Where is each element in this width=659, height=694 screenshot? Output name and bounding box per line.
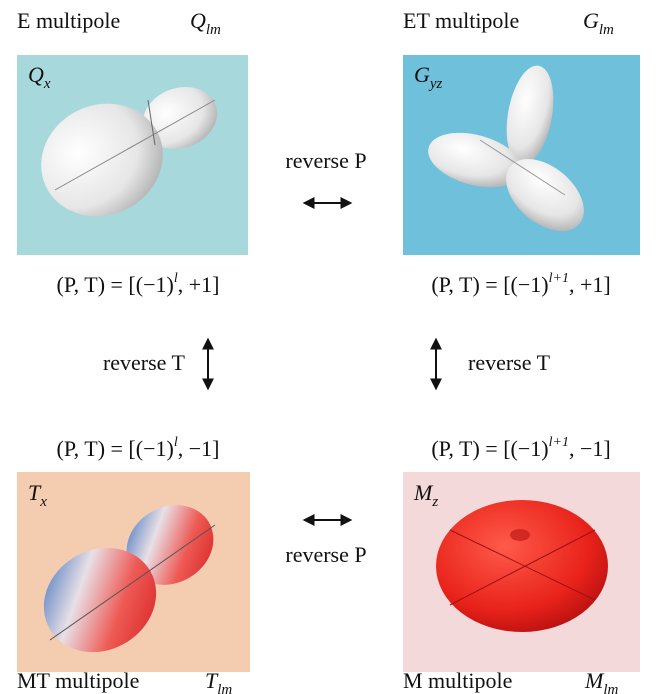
panel-symbol: Qlm <box>190 8 221 38</box>
text-part: (P, T) = [(−1) <box>431 272 548 297</box>
text-part: (P, T) = [(−1) <box>57 436 174 461</box>
panel-symbol: Glm <box>583 8 614 38</box>
parity: (P, T) = [(−1)l+1, +1] <box>431 271 610 297</box>
text-part: G <box>583 8 599 33</box>
text-part: l+1 <box>549 271 569 286</box>
text-part: l+1 <box>549 435 569 450</box>
text-part: , +1] <box>569 272 611 297</box>
text-part: yz <box>428 76 443 92</box>
panel-title: E multipole <box>17 8 120 33</box>
panel-title: MT multipole <box>17 668 139 693</box>
diagram: E multipole Qlm Qx (P, T) = [(−1)l, +1] … <box>0 0 659 694</box>
text-part: M <box>584 668 605 693</box>
text-part: x <box>43 76 51 92</box>
arrow-label: reverse P <box>285 542 366 567</box>
torus-hole <box>510 529 530 541</box>
torus <box>436 500 608 632</box>
arrow-label: reverse P <box>285 148 366 173</box>
parity: (P, T) = [(−1)l, −1] <box>57 435 220 461</box>
text-part: z <box>431 494 438 510</box>
arrow-label: reverse T <box>468 350 551 375</box>
arrow-label: reverse T <box>103 350 186 375</box>
text-part: , +1] <box>178 272 220 297</box>
text-part: x <box>39 494 47 510</box>
panel-title: ET multipole <box>403 8 519 33</box>
text-part: M <box>413 480 434 505</box>
text-part: lm <box>603 682 618 694</box>
text-part: lm <box>599 22 614 38</box>
text-part: (P, T) = [(−1) <box>431 436 548 461</box>
parity: (P, T) = [(−1)l+1, −1] <box>431 435 610 461</box>
text-part: , −1] <box>178 436 220 461</box>
text-part: lm <box>217 682 232 694</box>
text-part: Q <box>28 62 44 87</box>
text-part: G <box>414 62 430 87</box>
text-part: (P, T) = [(−1) <box>57 272 174 297</box>
text-part: Q <box>190 8 206 33</box>
parity: (P, T) = [(−1)l, +1] <box>57 271 220 297</box>
text-part: lm <box>206 22 221 38</box>
panel-title: M multipole <box>403 668 512 693</box>
text-part: , −1] <box>569 436 611 461</box>
